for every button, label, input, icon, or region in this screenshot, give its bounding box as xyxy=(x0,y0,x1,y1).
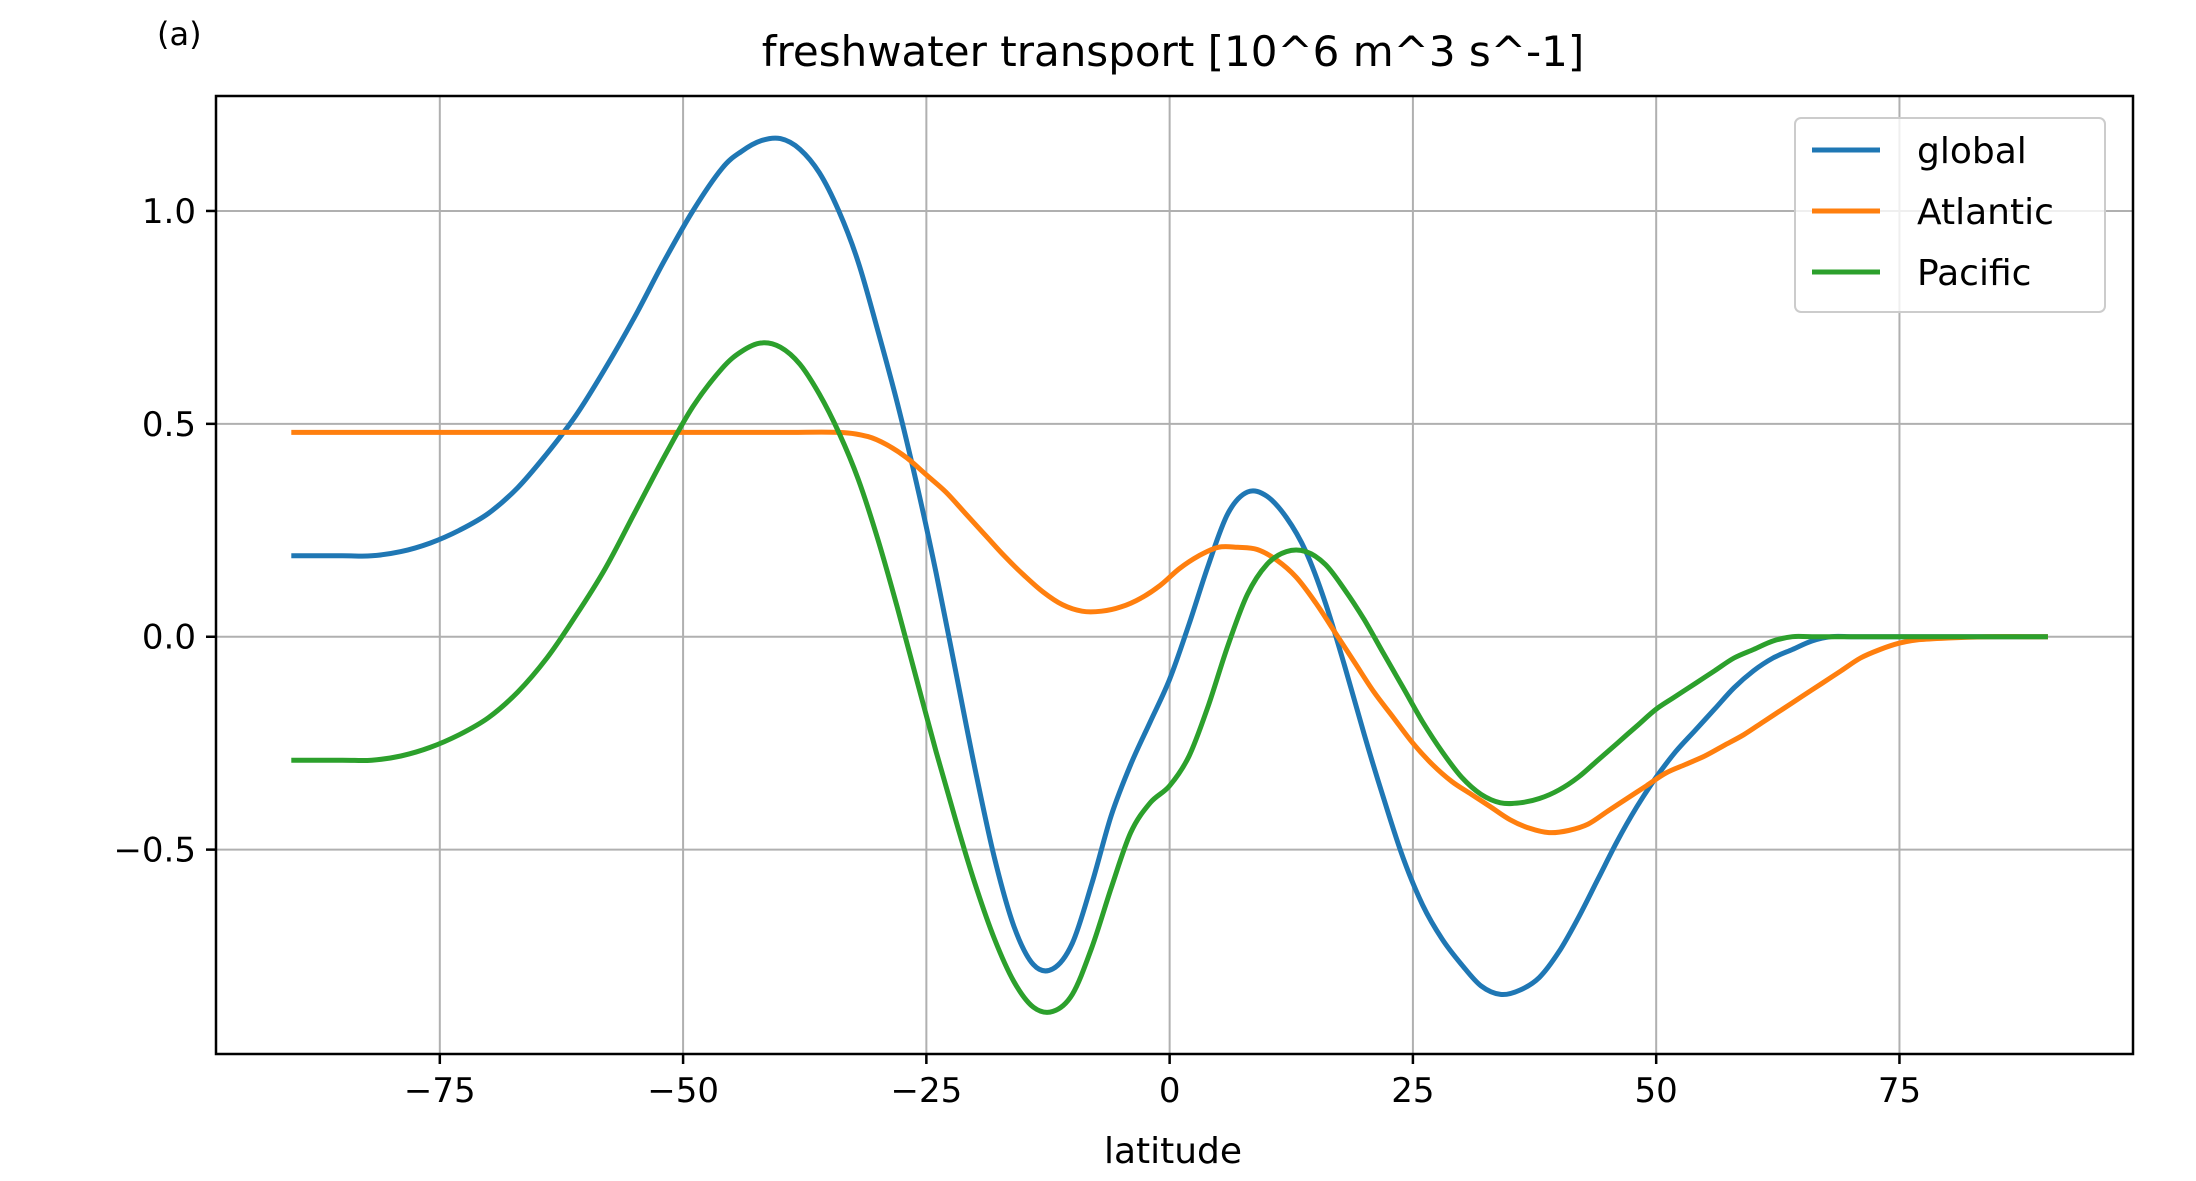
x-tick-label: 50 xyxy=(1635,1071,1678,1111)
y-axis-ticks: −0.5 0.0 0.5 1.0 xyxy=(113,192,216,871)
panel-label: (a) xyxy=(157,15,202,53)
series-lines xyxy=(291,135,2048,1015)
plot-frame xyxy=(214,94,2135,1056)
legend-label-atlantic: Atlantic xyxy=(1917,192,2054,233)
x-tick-label: −50 xyxy=(647,1071,719,1111)
x-tick-label: 25 xyxy=(1391,1071,1434,1111)
x-tick-label: −75 xyxy=(404,1071,476,1111)
legend-box xyxy=(1794,117,2106,313)
x-tick-label: 75 xyxy=(1878,1071,1921,1111)
chart-title: freshwater transport [10^6 m^3 s^-1] xyxy=(762,27,1585,76)
y-tick-label: −0.5 xyxy=(113,831,196,871)
y-tick-label: 0.5 xyxy=(142,405,196,445)
series-line-pacific xyxy=(291,340,2048,1015)
x-axis-ticks: −75 −50 −25 0 25 50 75 xyxy=(404,1054,1921,1111)
series-line-atlantic xyxy=(291,429,2048,836)
legend: global Atlantic Pacific xyxy=(1794,117,2106,313)
y-tick-label: 0.0 xyxy=(142,618,196,658)
y-tick-label: 1.0 xyxy=(142,192,196,232)
series-line-global xyxy=(291,135,2048,998)
x-tick-label: −25 xyxy=(890,1071,962,1111)
x-tick-label: 0 xyxy=(1159,1071,1181,1111)
legend-label-pacific: Pacific xyxy=(1917,253,2031,294)
legend-label-global: global xyxy=(1917,131,2027,172)
x-axis-label: latitude xyxy=(1104,1131,1242,1172)
